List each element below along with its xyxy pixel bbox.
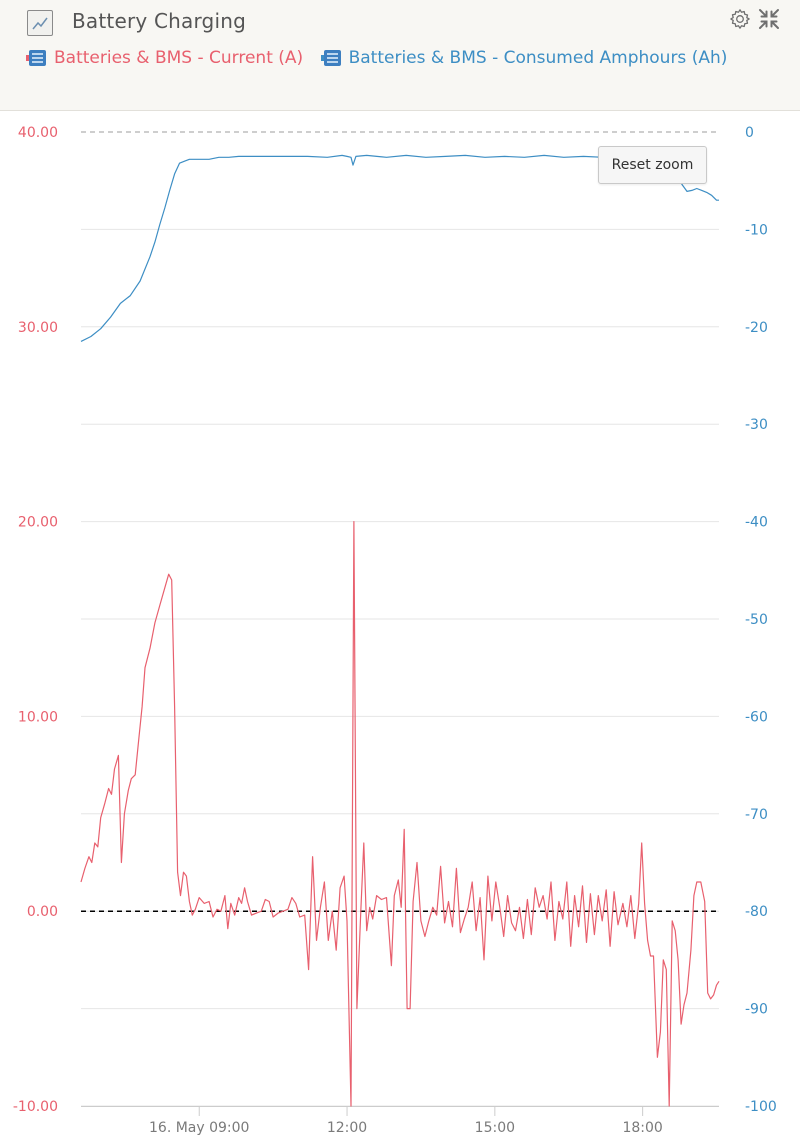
y-right-tick-label: -20: [745, 320, 768, 336]
y-right-tick-label: -80: [745, 904, 768, 920]
y-right-tick-label: -10: [745, 222, 768, 238]
legend-label-current: Batteries & BMS - Current (A): [54, 48, 304, 68]
y-left-tick-label: 0.00: [27, 904, 58, 920]
settings-gear-icon[interactable]: [729, 8, 751, 30]
y-right-tick-label: -70: [745, 807, 768, 823]
x-tick-label: 18:00: [622, 1120, 662, 1136]
x-tick-label: 12:00: [327, 1120, 367, 1136]
legend-item-amphours[interactable]: Batteries & BMS - Consumed Amphours (Ah): [320, 48, 728, 68]
legend-label-amphours: Batteries & BMS - Consumed Amphours (Ah): [348, 48, 728, 68]
reset-zoom-button[interactable]: Reset zoom: [598, 146, 707, 184]
y-right-tick-label: -30: [745, 417, 768, 433]
x-tick-label: 16. May 09:00: [149, 1120, 249, 1136]
y-left-tick-label: 40.00: [18, 125, 58, 141]
chart-legend: Batteries & BMS - Current (A) Batteries …: [26, 48, 739, 72]
collapse-icon[interactable]: [758, 8, 780, 30]
y-right-tick-label: 0: [745, 125, 754, 141]
y-left-tick-label: -10.00: [13, 1099, 58, 1115]
y-left-tick-label: 30.00: [18, 320, 58, 336]
y-right-tick-label: -60: [745, 709, 768, 725]
chart-header: Battery Charging Batteries &: [0, 0, 800, 111]
battery-device-icon: [320, 50, 341, 66]
x-tick-label: 15:00: [475, 1120, 515, 1136]
y-left-tick-label: 10.00: [18, 709, 58, 725]
series-line-current: [80, 520, 720, 1107]
y-left-tick-label: 20.00: [18, 515, 58, 531]
y-right-tick-label: -50: [745, 612, 768, 628]
line-chart-icon: [27, 10, 53, 36]
y-right-tick-label: -90: [745, 1002, 768, 1018]
battery-device-icon: [26, 50, 46, 66]
y-right-tick-label: -40: [745, 515, 768, 531]
y-right-tick-label: -100: [745, 1099, 777, 1115]
legend-item-current[interactable]: Batteries & BMS - Current (A): [26, 48, 303, 68]
chart-title: Battery Charging: [72, 9, 246, 33]
